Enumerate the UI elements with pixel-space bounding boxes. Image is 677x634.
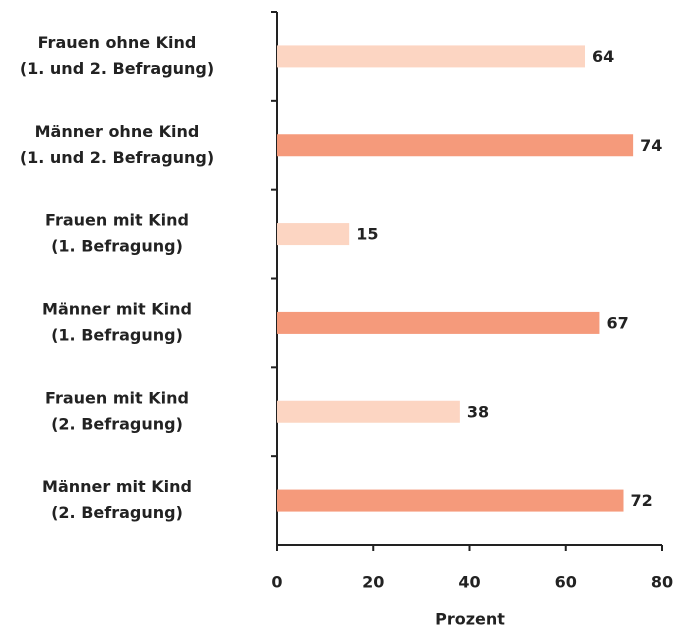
x-tick-label: 80 bbox=[651, 573, 673, 592]
bar bbox=[277, 134, 634, 157]
category-label: (1. Befragung) bbox=[51, 237, 183, 256]
bar bbox=[277, 489, 624, 512]
x-tick-label: 60 bbox=[555, 573, 577, 592]
bar bbox=[277, 223, 350, 246]
category-label: Frauen ohne Kind bbox=[38, 33, 197, 52]
category-label: (2. Befragung) bbox=[51, 503, 183, 522]
category-label: Männer ohne Kind bbox=[35, 122, 200, 141]
category-label: (1. Befragung) bbox=[51, 325, 183, 344]
x-tick-label: 0 bbox=[271, 573, 282, 592]
category-label: (1. und 2. Befragung) bbox=[20, 59, 214, 78]
category-label: Frauen mit Kind bbox=[45, 388, 189, 407]
value-label: 72 bbox=[631, 491, 653, 510]
category-label: Männer mit Kind bbox=[42, 299, 192, 318]
value-label: 74 bbox=[640, 136, 662, 155]
x-tick-label: 40 bbox=[458, 573, 480, 592]
bar bbox=[277, 400, 460, 423]
value-label: 64 bbox=[592, 47, 614, 66]
value-label: 15 bbox=[356, 225, 378, 244]
category-label: (1. und 2. Befragung) bbox=[20, 148, 214, 167]
value-label: 67 bbox=[606, 313, 628, 332]
bar bbox=[277, 311, 600, 334]
x-tick-label: 20 bbox=[362, 573, 384, 592]
bar bbox=[277, 45, 585, 68]
value-label: 38 bbox=[467, 402, 489, 421]
category-label: Frauen mit Kind bbox=[45, 211, 189, 230]
category-label: (2. Befragung) bbox=[51, 414, 183, 433]
x-axis-label: Prozent bbox=[435, 610, 505, 629]
category-label: Männer mit Kind bbox=[42, 477, 192, 496]
